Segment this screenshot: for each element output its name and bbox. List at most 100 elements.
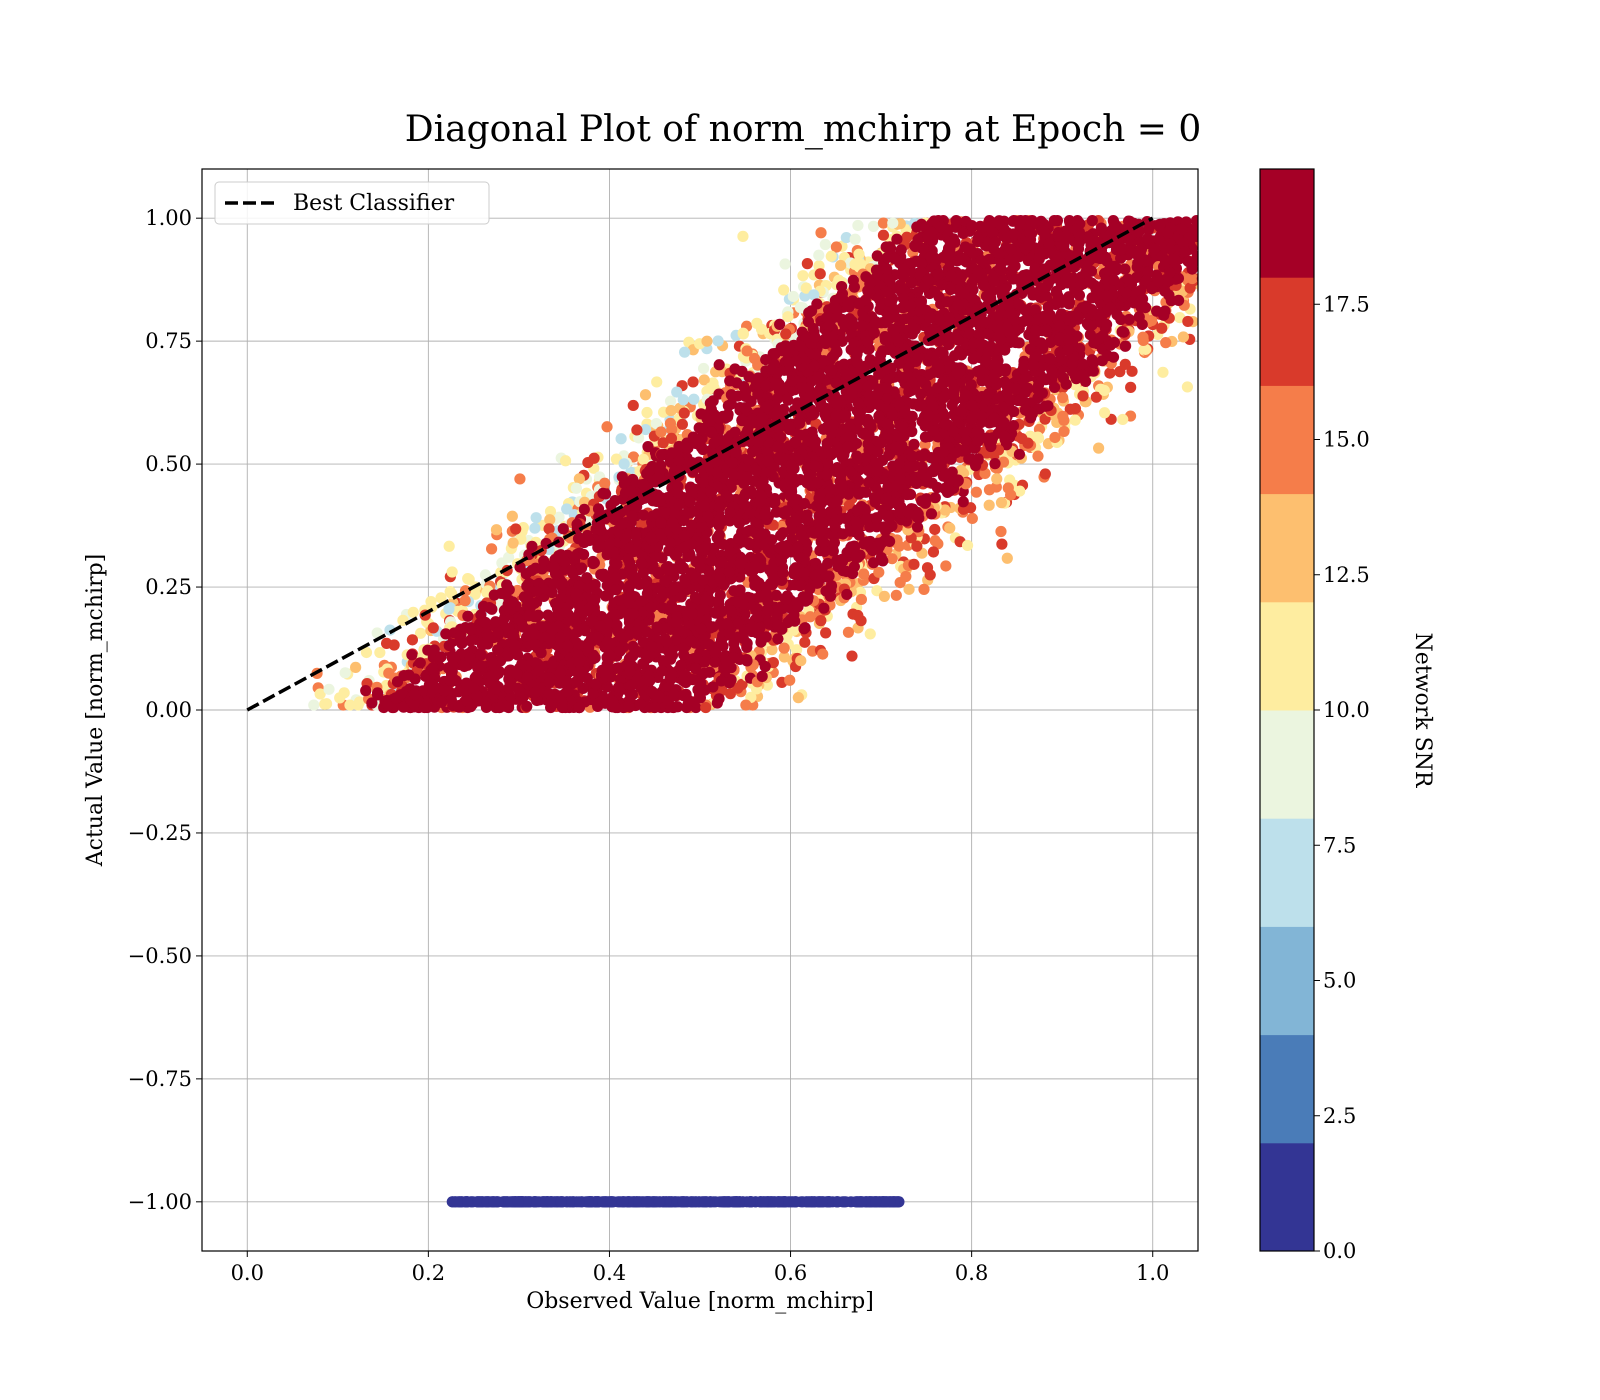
- scatter-point: [873, 566, 885, 578]
- scatter-point: [864, 628, 876, 640]
- scatter-point: [1001, 552, 1013, 564]
- scatter-point: [801, 258, 813, 270]
- scatter-point: [360, 646, 373, 659]
- scatter-point: [406, 634, 419, 646]
- scatter-point: [784, 674, 796, 686]
- scatter-point: [815, 615, 827, 627]
- scatter-point: [852, 609, 864, 622]
- scatter-point: [1104, 367, 1116, 379]
- scatter-point: [443, 639, 455, 652]
- scatter-point: [1196, 217, 1198, 224]
- scatter-point: [350, 661, 362, 673]
- scatter-point: [713, 359, 725, 371]
- scatter-point: [1186, 272, 1198, 285]
- scatter-point: [1230, 236, 1241, 247]
- scatter-point: [711, 697, 723, 709]
- scatter-point: [1243, 243, 1254, 254]
- scatter-point: [1040, 324, 1053, 336]
- scatter-point: [414, 657, 426, 669]
- scatter-point: [1199, 235, 1210, 246]
- scatter-point: [665, 432, 678, 444]
- scatter-point: [1201, 255, 1212, 266]
- scatter-point: [846, 650, 858, 662]
- scatter-point: [835, 259, 847, 272]
- scatter-point: [820, 627, 832, 639]
- scatter-point: [1098, 384, 1110, 397]
- scatter-point: [1013, 448, 1026, 460]
- scatter-point: [740, 699, 752, 711]
- scatter-point: [877, 229, 890, 241]
- scatter-point: [1213, 232, 1224, 243]
- scatter-point: [877, 217, 890, 229]
- scatter-point: [1213, 234, 1224, 245]
- scatter-point: [818, 602, 830, 614]
- scatter-point: [427, 622, 439, 634]
- scatter-point: [641, 406, 653, 419]
- scatter-point: [779, 258, 791, 270]
- scatter-point: [1210, 283, 1221, 294]
- scatter-point: [559, 455, 572, 467]
- scatter-point: [788, 563, 800, 575]
- scatter-point: [687, 376, 699, 388]
- scatter-point: [1240, 254, 1251, 265]
- scatter-point: [1133, 311, 1145, 323]
- scatter-point: [1039, 468, 1051, 480]
- scatter-point: [1244, 225, 1255, 236]
- scatter-point: [1064, 403, 1076, 415]
- scatter-point: [759, 660, 771, 673]
- scatter-point: [1057, 410, 1069, 422]
- scatter-point: [1206, 218, 1217, 229]
- scatter-point: [1234, 216, 1245, 227]
- scatter-point: [435, 592, 447, 604]
- scatter-point: [957, 496, 969, 508]
- scatter-point: [1200, 265, 1211, 276]
- scatter-point: [344, 699, 356, 711]
- scatter-point: [694, 561, 707, 573]
- scatter-point: [677, 394, 689, 406]
- scatter-point: [637, 453, 649, 465]
- scatter-point: [890, 589, 902, 601]
- scatter-point: [459, 595, 471, 607]
- scatter-point: [1206, 261, 1217, 272]
- scatter-point: [1201, 244, 1212, 255]
- scatter-point: [999, 344, 1011, 356]
- scatter-point: [676, 418, 688, 430]
- scatter-point: [756, 670, 768, 682]
- scatter-point: [995, 497, 1008, 509]
- scatter-point: [748, 352, 761, 365]
- scatter-point: [766, 644, 778, 656]
- scatter-point: [808, 289, 820, 301]
- scatter-point: [339, 667, 351, 679]
- scatter-point: [1077, 390, 1089, 402]
- scatter-point: [840, 231, 852, 244]
- scatter-point: [800, 282, 812, 294]
- scatter-point: [507, 596, 519, 608]
- scatter-point: [782, 311, 794, 323]
- scatter-point: [1160, 337, 1172, 349]
- scatter-point: [407, 606, 419, 618]
- scatter-point: [651, 376, 663, 388]
- scatter-point: [627, 399, 639, 412]
- scatter-point: [1090, 391, 1102, 403]
- scatter-point: [1182, 315, 1194, 328]
- scatter-point: [1163, 289, 1175, 301]
- scatter-point: [841, 588, 853, 601]
- scatter-point: [631, 424, 643, 436]
- scatter-point: [506, 510, 518, 522]
- scatter-point: [657, 437, 669, 449]
- scatter-point: [308, 699, 320, 711]
- scatter-point: [1200, 271, 1211, 282]
- scatter-point: [1239, 258, 1250, 269]
- scatter-point: [425, 595, 437, 608]
- scatter-point: [891, 233, 903, 245]
- scatter-point: [374, 646, 386, 659]
- scatter-point: [1231, 231, 1242, 242]
- scatter-point: [446, 566, 458, 578]
- scatter-point: [961, 539, 974, 552]
- scatter-point: [1069, 414, 1081, 426]
- scatter-point: [338, 687, 350, 699]
- scatter-point: [1202, 265, 1213, 276]
- scatter-point: [490, 524, 503, 536]
- scatter-point: [1014, 485, 1026, 497]
- scatter-point: [804, 611, 816, 623]
